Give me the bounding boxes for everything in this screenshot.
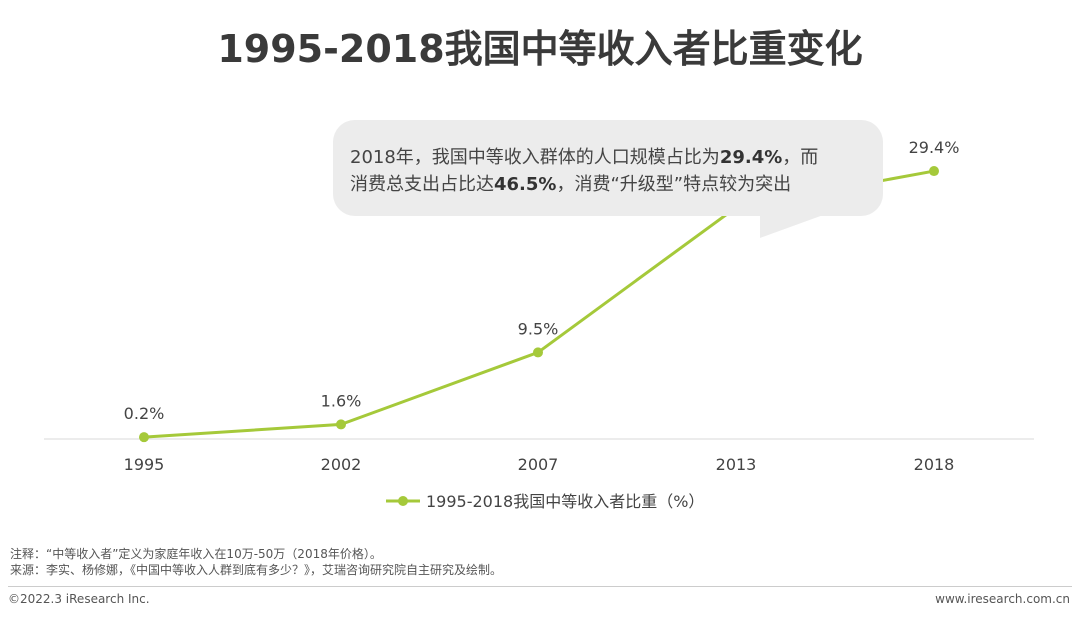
footer-divider bbox=[8, 586, 1072, 587]
x-tick-label: 2007 bbox=[518, 455, 559, 474]
x-tick-label: 2018 bbox=[914, 455, 955, 474]
x-tick-labels: 1995 2002 2007 2013 2018 bbox=[124, 455, 955, 474]
callout-pointer bbox=[760, 214, 826, 238]
data-point bbox=[533, 347, 543, 358]
x-tick-label: 2013 bbox=[716, 455, 757, 474]
notes: 注释：“中等收入者”定义为家庭年收入在10万-50万（2018年价格）。 来源：… bbox=[10, 546, 502, 578]
data-point bbox=[139, 432, 149, 443]
callout-line1-suffix: ，而 bbox=[782, 147, 819, 168]
copyright-text: ©2022.3 iResearch Inc. bbox=[8, 592, 150, 606]
data-label: 1.6% bbox=[321, 391, 362, 410]
x-tick-label: 1995 bbox=[124, 455, 165, 474]
callout-line1-highlight: 29.4% bbox=[719, 147, 783, 168]
callout-line2-highlight: 46.5% bbox=[494, 174, 557, 195]
callout-line1-prefix: 2018年，我国中等收入群体的人口规模占比为 bbox=[350, 147, 720, 168]
source-text: 来源：李实、杨修娜，《中国中等收入人群到底有多少？》，艾瑞咨询研究院自主研究及绘… bbox=[10, 563, 503, 577]
data-label: 9.5% bbox=[518, 319, 559, 338]
callout-box bbox=[333, 120, 883, 216]
data-point bbox=[929, 166, 939, 177]
legend-point-marker bbox=[398, 496, 408, 506]
callout-line-1: 2018年，我国中等收入群体的人口规模占比为29.4%，而 bbox=[350, 144, 870, 171]
data-labels: 0.2%1.6%9.5%25.4%29.4% bbox=[124, 138, 960, 423]
note-text: 注释：“中等收入者”定义为家庭年收入在10万-50万（2018年价格）。 bbox=[10, 547, 382, 561]
website-link[interactable]: www.iresearch.com.cn bbox=[935, 592, 1070, 606]
callout-line-2: 消费总支出占比达46.5%，消费“升级型”特点较为突出 bbox=[350, 171, 870, 198]
legend-label: 1995-2018我国中等收入者比重（%） bbox=[426, 492, 704, 511]
callout-line2-suffix: ，消费“升级型”特点较为突出 bbox=[556, 174, 792, 195]
callout-line2-prefix: 消费总支出占比达 bbox=[350, 174, 494, 195]
legend: 1995-2018我国中等收入者比重（%） bbox=[386, 492, 704, 511]
x-tick-label: 2002 bbox=[321, 455, 362, 474]
data-label: 0.2% bbox=[124, 404, 165, 423]
callout-text: 2018年，我国中等收入群体的人口规模占比为29.4%，而 消费总支出占比达46… bbox=[350, 144, 870, 198]
data-point bbox=[336, 419, 346, 430]
chart-title: 1995-2018我国中等收入者比重变化 bbox=[217, 27, 863, 71]
data-label: 29.4% bbox=[909, 138, 960, 157]
